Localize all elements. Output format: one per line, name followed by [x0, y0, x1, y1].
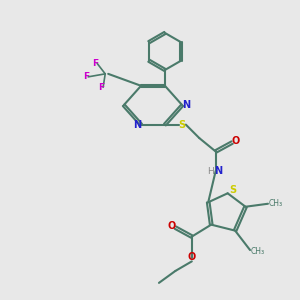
Text: F: F [83, 72, 89, 81]
Text: N: N [182, 100, 190, 110]
Text: N: N [134, 120, 142, 130]
Text: O: O [167, 221, 175, 231]
Text: CH₃: CH₃ [269, 199, 283, 208]
Text: O: O [232, 136, 240, 146]
Text: H: H [207, 167, 214, 176]
Text: CH₃: CH₃ [250, 247, 265, 256]
Text: S: S [179, 120, 186, 130]
Text: F: F [92, 59, 98, 68]
Text: N: N [214, 166, 222, 176]
Text: S: S [229, 185, 236, 195]
Text: O: O [188, 253, 196, 262]
Text: F: F [98, 83, 104, 92]
